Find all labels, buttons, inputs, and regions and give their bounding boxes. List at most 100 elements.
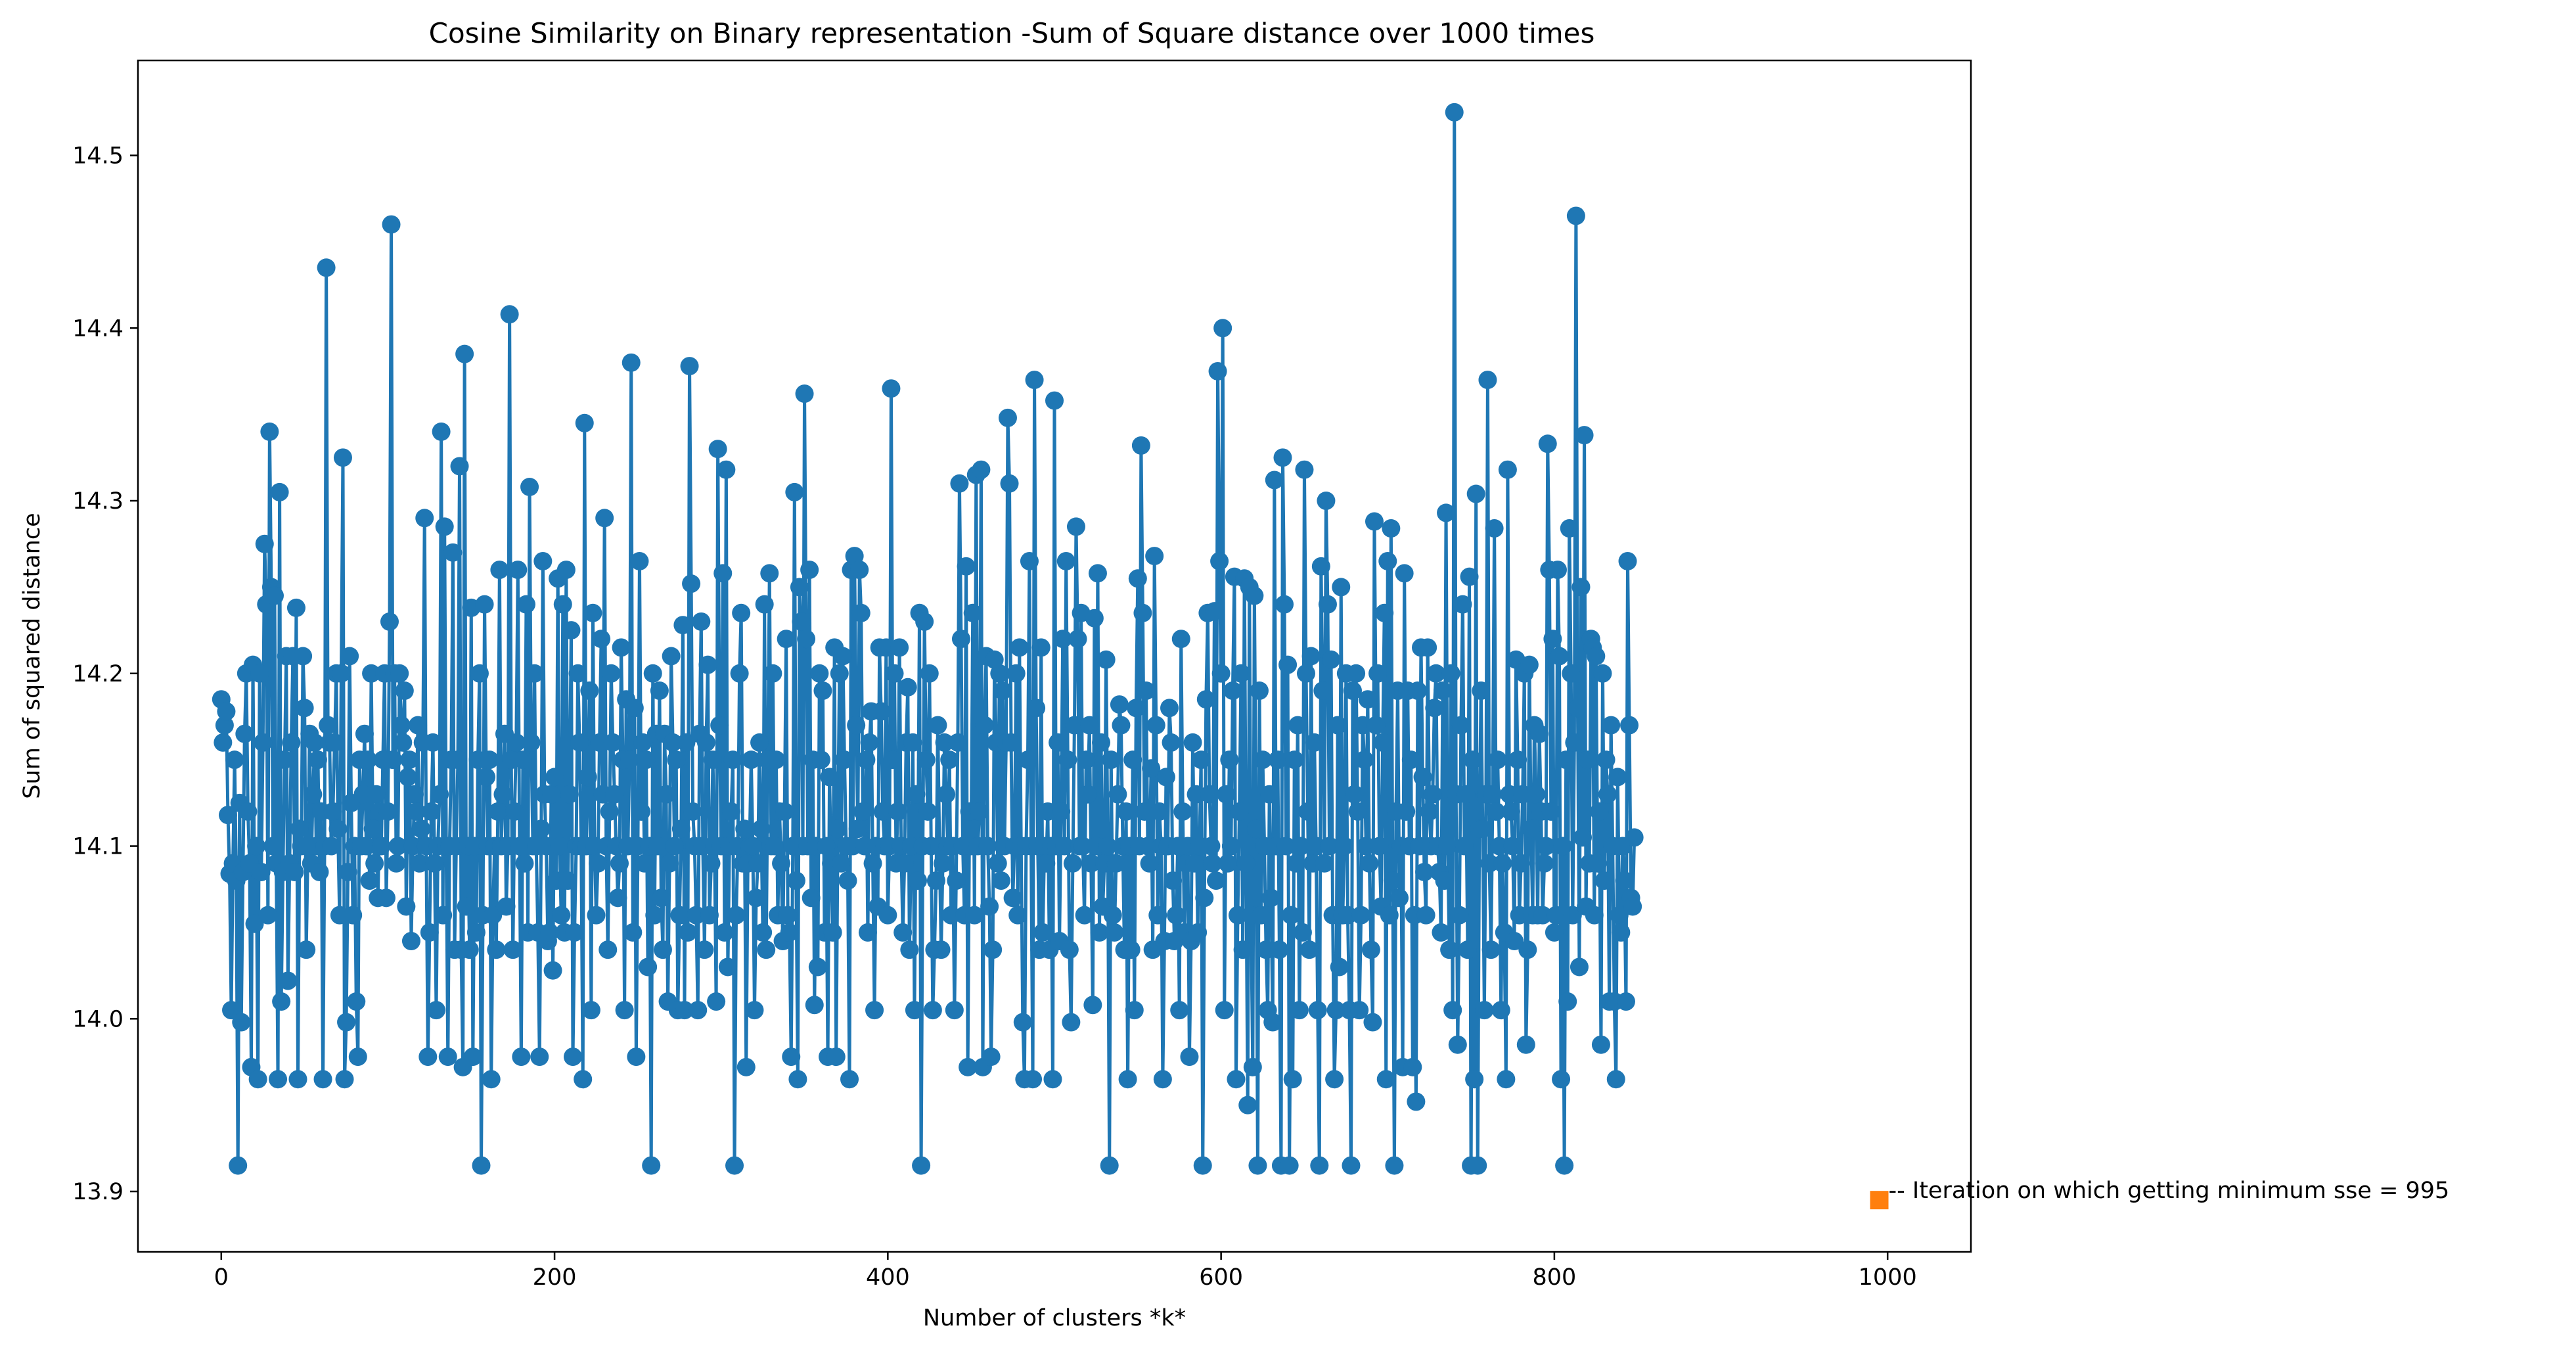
data-point: [1473, 819, 1492, 839]
data-point: [1543, 630, 1562, 649]
data-point: [1448, 1035, 1467, 1054]
data-point: [1595, 871, 1614, 890]
data-point: [470, 664, 489, 683]
data-point: [623, 923, 643, 942]
data-point: [1426, 664, 1445, 683]
data-point: [1278, 655, 1298, 674]
data-point: [1285, 750, 1304, 770]
data-point: [1480, 854, 1499, 873]
data-point: [675, 1001, 694, 1020]
data-point: [1418, 638, 1437, 657]
data-point: [1308, 1001, 1327, 1020]
data-point: [457, 897, 476, 916]
data-point: [245, 914, 264, 933]
data-point: [590, 733, 609, 752]
data-point: [1092, 733, 1111, 752]
data-point: [319, 716, 338, 735]
data-point: [412, 819, 431, 839]
data-point: [760, 564, 779, 583]
data-point: [1192, 750, 1211, 770]
data-point: [1450, 906, 1469, 925]
data-point: [785, 482, 804, 501]
data-point: [405, 785, 424, 804]
series-markers: [212, 103, 1644, 1175]
data-point: [743, 837, 762, 856]
data-point: [845, 547, 864, 566]
data-point: [670, 906, 689, 925]
data-point: [225, 750, 244, 770]
data-point: [488, 802, 507, 821]
data-point: [466, 923, 486, 942]
data-point: [537, 837, 556, 856]
annotation-layer: -- Iteration on which getting minimum ss…: [1870, 1178, 2449, 1210]
data-point: [1307, 837, 1326, 856]
data-point: [605, 785, 624, 804]
data-point: [1108, 785, 1127, 804]
data-point: [513, 750, 532, 770]
data-point: [1361, 940, 1380, 959]
data-point: [1217, 785, 1236, 804]
data-point: [755, 595, 774, 614]
data-point: [650, 681, 669, 701]
data-point: [1252, 906, 1271, 925]
data-point: [1058, 750, 1077, 770]
data-point: [1322, 650, 1341, 669]
data-point: [422, 802, 441, 821]
data-point: [1401, 750, 1420, 770]
data-point: [1367, 716, 1386, 735]
data-point: [885, 664, 904, 683]
data-point: [1465, 1070, 1484, 1089]
data-point: [1220, 750, 1239, 770]
data-point: [608, 888, 627, 908]
data-point: [876, 638, 895, 657]
data-point: [1073, 837, 1093, 856]
data-point: [398, 768, 417, 787]
data-point: [1455, 837, 1474, 856]
data-point: [583, 603, 602, 622]
data-point: [308, 750, 327, 770]
data-point: [1292, 837, 1311, 856]
data-point: [1487, 802, 1506, 821]
data-point: [372, 837, 391, 856]
data-point: [1466, 484, 1485, 503]
data-point: [1512, 854, 1531, 873]
data-point: [322, 837, 341, 856]
data-point: [700, 906, 719, 925]
data-point: [1243, 1057, 1262, 1076]
data-point: [677, 733, 696, 752]
data-point: [1585, 906, 1604, 925]
data-point: [1498, 460, 1517, 479]
data-point: [698, 655, 717, 674]
data-point: [543, 961, 562, 980]
data-point: [1437, 503, 1456, 522]
data-point: [1538, 434, 1557, 453]
data-point: [1135, 802, 1154, 821]
data-point: [1432, 923, 1451, 942]
data-point: [1246, 819, 1265, 839]
data-point: [1233, 940, 1252, 959]
data-point: [1375, 603, 1394, 622]
data-point: [1311, 557, 1330, 576]
data-point: [1478, 371, 1497, 390]
data-point: [1010, 638, 1029, 657]
data-point: [1338, 906, 1357, 925]
chart-title: Cosine Similarity on Binary representati…: [429, 17, 1595, 49]
data-point: [982, 1048, 1001, 1067]
data-point: [403, 837, 422, 856]
data-point: [378, 802, 397, 821]
data-point: [736, 1057, 756, 1076]
data-point: [895, 854, 914, 873]
data-point: [540, 923, 559, 942]
data-point: [745, 1001, 764, 1020]
data-point: [313, 1070, 332, 1089]
data-point: [935, 733, 954, 752]
data-point: [788, 1070, 807, 1089]
data-point: [786, 871, 805, 890]
data-point: [652, 888, 671, 908]
data-point: [1282, 906, 1301, 925]
data-point: [1137, 681, 1156, 701]
data-point: [1140, 854, 1159, 873]
data-point: [1112, 716, 1131, 735]
data-point: [1245, 586, 1264, 605]
data-point: [265, 586, 284, 605]
